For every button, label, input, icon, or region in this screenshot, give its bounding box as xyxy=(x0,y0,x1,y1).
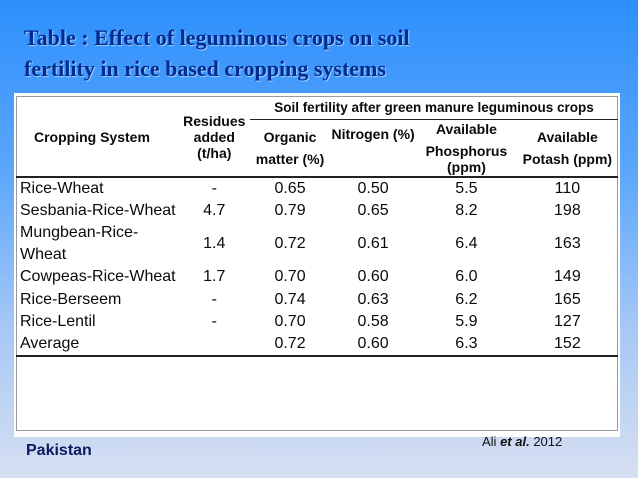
cell-cropping-system: Cowpeas-Rice-Wheat xyxy=(20,268,176,286)
cell-nitrogen: 0.61 xyxy=(357,235,389,253)
header-p-line1: Available xyxy=(435,121,497,137)
header-nitrogen-label: Nitrogen (%) xyxy=(331,126,415,142)
table-frame xyxy=(16,96,618,431)
cell-cropping-system: Mungbean-Rice-Wheat xyxy=(20,224,139,264)
cell-phosphorus: 5.9 xyxy=(455,312,478,330)
cell-residues: 4.7 xyxy=(203,202,226,220)
cell-potash: 165 xyxy=(554,290,581,308)
cell-cropping-system: Average xyxy=(16,332,179,358)
table-row: Rice-Berseem - 0.74 0.63 6.2 165 xyxy=(16,289,618,311)
table-row: Rice-Wheat -0.65 0.50 5.5 110 xyxy=(16,175,618,201)
cell-potash: 127 xyxy=(554,312,581,330)
cell-residues xyxy=(178,332,250,358)
cell-residues: - xyxy=(211,312,217,330)
header-nitrogen: Nitrogen (%) xyxy=(330,120,416,178)
cell-cropping-system: Rice-Lentil xyxy=(20,312,96,330)
citation-etal: et al. xyxy=(500,434,530,449)
cell-nitrogen: 0.63 xyxy=(357,290,389,308)
cell-organic-matter: 0.70 xyxy=(274,312,306,330)
cell-organic-matter: 0.74 xyxy=(274,290,306,308)
table-row: Average 0.72 0.60 6.3 152 xyxy=(16,332,618,358)
cell-nitrogen: 0.58 xyxy=(357,312,389,330)
citation-year: 2012 xyxy=(533,434,563,449)
cell-potash: 110 xyxy=(516,175,618,201)
country-label: Pakistan xyxy=(26,442,92,459)
cell-phosphorus: 6.3 xyxy=(416,332,517,358)
cell-organic-matter: 0.72 xyxy=(249,332,331,358)
header-cropping-system: Cropping System xyxy=(16,97,179,177)
header-phosphorus: Available Phosphorus (ppm) xyxy=(416,120,517,178)
cell-phosphorus: 6.4 xyxy=(455,235,478,253)
table-image-panel: Cropping System Residues added (t/ha) So… xyxy=(14,93,620,437)
citation: Ali et al. 2012 xyxy=(482,434,562,449)
header-residues: Residues added (t/ha) xyxy=(179,97,250,177)
cell-cropping-system: Sesbania-Rice-Wheat xyxy=(20,202,176,220)
header-organic-matter: Organic matter (%) xyxy=(250,120,330,178)
cell-residues: - xyxy=(178,175,250,201)
table-body: Rice-Wheat -0.65 0.50 5.5 110 Sesbania-Rice-W… xyxy=(16,175,618,358)
cell-nitrogen: 0.60 xyxy=(330,332,417,358)
cell-nitrogen: 0.60 xyxy=(357,268,389,286)
table-row: Cowpeas-Rice-Wheat 1.7 0.70 0.60 6.0 149 xyxy=(16,266,618,288)
header-residues-line1: Residues xyxy=(183,112,246,129)
cell-residues: 1.7 xyxy=(203,268,226,286)
cell-phosphorus: 6.2 xyxy=(455,290,478,308)
table-row: Mungbean-Rice-Wheat 1.4 0.72 0.61 6.4 163 xyxy=(16,222,618,266)
cell-phosphorus: 8.2 xyxy=(455,202,478,220)
cell-nitrogen: 0.50 xyxy=(330,175,417,201)
citation-author: Ali xyxy=(482,434,497,449)
cell-residues: 1.4 xyxy=(203,235,226,253)
cell-phosphorus: 5.5 xyxy=(416,175,517,201)
soil-fertility-table: Cropping System Residues added (t/ha) So… xyxy=(16,97,618,358)
slide-title: Table : Effect of leguminous crops on so… xyxy=(24,22,624,84)
header-k-line2: Potash (ppm) xyxy=(522,151,613,167)
header-om-line2: matter (%) xyxy=(255,151,325,167)
cell-phosphorus: 6.0 xyxy=(455,268,478,286)
cell-potash: 152 xyxy=(516,332,618,358)
header-potash: Available Potash (ppm) xyxy=(517,120,618,178)
cell-potash: 198 xyxy=(554,202,581,220)
header-k-line1: Available xyxy=(536,129,598,145)
table-row: Rice-Lentil - 0.70 0.58 5.9 127 xyxy=(16,311,618,333)
header-soil-fertility-group: Soil fertility after green manure legumi… xyxy=(249,97,618,120)
title-line-1: Table : Effect of leguminous crops on so… xyxy=(24,25,410,50)
header-p-line2: Phosphorus (ppm) xyxy=(425,143,508,175)
cell-potash: 149 xyxy=(554,268,581,286)
cell-cropping-system: Rice-Berseem xyxy=(20,290,122,308)
table-row: Sesbania-Rice-Wheat 4.7 0.79 0.65 8.2 198 xyxy=(16,200,618,222)
title-line-2: fertility in rice based cropping systems xyxy=(24,56,386,81)
cell-residues: - xyxy=(211,290,217,308)
cell-organic-matter: 0.72 xyxy=(274,235,306,253)
header-residues-line2: added (t/ha) xyxy=(193,128,235,161)
cell-organic-matter: 0.79 xyxy=(274,202,306,220)
cell-organic-matter: 0.65 xyxy=(249,175,331,201)
cell-nitrogen: 0.65 xyxy=(357,202,389,220)
cell-potash: 163 xyxy=(554,235,581,253)
header-om-line1: Organic xyxy=(263,129,317,145)
header-cropping-system-label: Cropping System xyxy=(34,128,150,145)
cell-cropping-system: Rice-Wheat xyxy=(16,175,179,201)
cell-organic-matter: 0.70 xyxy=(274,268,306,286)
